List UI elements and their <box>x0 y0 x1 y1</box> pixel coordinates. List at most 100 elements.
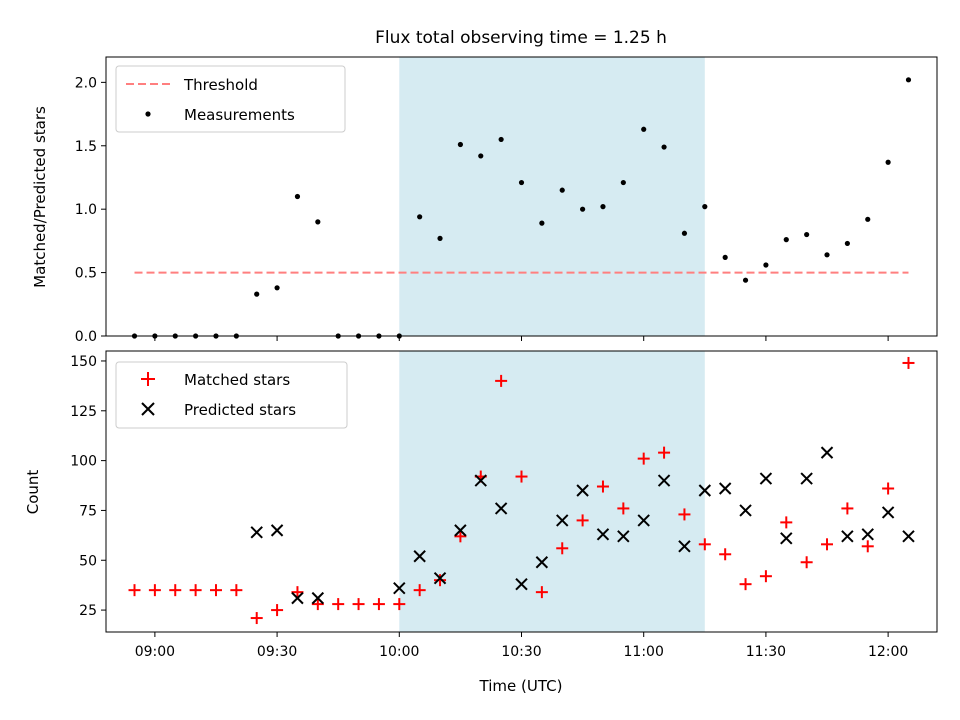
bottom-y-tick-label: 75 <box>79 503 97 519</box>
measurement-point <box>804 231 810 238</box>
matched-star-point <box>678 508 691 521</box>
predicted-star-point <box>698 484 712 497</box>
x-tick-label: 10:30 <box>501 644 541 660</box>
measurement-point <box>865 216 871 222</box>
matched-star-point <box>209 584 222 597</box>
predicted-star-point <box>637 514 650 527</box>
measurement-point <box>315 219 321 225</box>
measurement-point <box>580 206 586 212</box>
top-shaded-interval <box>399 57 705 336</box>
measurement-point <box>417 214 423 220</box>
matched-star-point <box>719 548 732 561</box>
predicted-star-point <box>596 528 610 541</box>
top-y-axis-label: Matched/Predicted stars <box>31 106 49 288</box>
legend-measurements-swatch <box>145 111 151 117</box>
measurement-point <box>824 252 830 258</box>
matched-star-point <box>515 470 528 483</box>
measurement-point <box>844 240 850 247</box>
legend-measurements-label: Measurements <box>184 106 295 124</box>
predicted-star-point <box>311 591 325 605</box>
measurement-point <box>254 291 260 297</box>
matched-star-point <box>596 480 609 493</box>
matched-star-point <box>637 452 650 465</box>
bottom-legend: Matched stars Predicted stars <box>115 361 348 429</box>
bottom-legend-box <box>115 361 348 429</box>
bottom-y-axis-label: Count <box>24 470 42 515</box>
measurement-point <box>742 277 749 283</box>
predicted-star-point <box>250 526 263 539</box>
predicted-star-point <box>556 514 569 527</box>
matched-star-point <box>352 598 365 611</box>
matched-star-point <box>576 514 589 527</box>
matched-star-point <box>250 612 263 625</box>
predicted-star-point <box>861 528 874 541</box>
x-tick-label: 12:00 <box>868 644 908 660</box>
predicted-star-point <box>902 530 915 543</box>
matched-star-point <box>800 556 813 569</box>
matched-star-point <box>128 584 141 597</box>
predicted-star-point <box>759 472 773 485</box>
predicted-star-point <box>780 532 793 545</box>
measurement-point <box>559 187 565 193</box>
predicted-star-point <box>291 591 304 605</box>
measurement-point <box>763 262 769 268</box>
matched-star-point <box>372 598 385 611</box>
bottom-shaded-interval <box>399 351 705 632</box>
matched-star-point <box>230 584 243 597</box>
matched-star-point <box>148 584 161 597</box>
measurement-point <box>661 144 667 150</box>
bottom-y-tick-label: 50 <box>79 553 97 569</box>
top-y-tick-label: 1.5 <box>75 139 97 155</box>
measurement-point <box>457 141 463 148</box>
predicted-star-point <box>841 530 854 543</box>
x-tick-label: 09:30 <box>257 644 297 660</box>
top-legend-box <box>115 65 346 133</box>
predicted-star-point <box>393 581 406 595</box>
top-y-tick-label: 0.0 <box>75 329 97 345</box>
measurement-point <box>518 179 525 186</box>
measurement-point <box>294 193 301 200</box>
measurement-point <box>885 159 891 165</box>
predicted-star-point <box>739 504 752 517</box>
matched-star-point <box>291 586 304 599</box>
chart-title: Flux total observing time = 1.25 h <box>375 28 667 48</box>
matched-star-point <box>189 584 202 597</box>
legend-predicted-label: Predicted stars <box>184 401 296 419</box>
matched-star-point <box>698 538 711 551</box>
matched-star-point <box>658 446 671 459</box>
predicted-star-point <box>454 524 467 537</box>
matched-star-point <box>780 516 793 529</box>
x-tick-label: 10:00 <box>379 644 419 660</box>
bottom-y-tick-label: 25 <box>79 603 97 619</box>
top-panel: 0.00.51.01.52.0 Matched/Predicted stars … <box>31 56 938 345</box>
measurement-point <box>600 204 606 210</box>
legend-predicted-swatch <box>141 402 155 416</box>
top-y-tick-label: 0.5 <box>75 266 97 282</box>
predicted-star-point <box>820 446 834 459</box>
matched-star-point <box>413 584 426 597</box>
matched-star-point <box>535 586 548 599</box>
matched-star-point <box>495 374 508 387</box>
legend-matched-label: Matched stars <box>184 371 290 389</box>
top-y-tick-label: 2.0 <box>75 75 97 91</box>
measurement-point <box>641 126 647 132</box>
matched-star-point <box>617 502 630 515</box>
x-axis-label: Time (UTC) <box>479 677 563 695</box>
matched-star-point <box>454 530 467 543</box>
measurement-point <box>539 220 545 226</box>
measurement-point <box>498 136 504 143</box>
matched-star-point <box>393 598 406 611</box>
predicted-star-point <box>413 550 426 563</box>
predicted-star-point <box>657 474 671 487</box>
bottom-y-tick-label: 125 <box>70 404 97 420</box>
top-legend: Threshold Measurements <box>115 65 346 133</box>
matched-star-point <box>169 584 182 597</box>
matched-star-point <box>332 598 345 611</box>
matched-star-point <box>841 502 854 515</box>
predicted-star-point <box>515 577 528 591</box>
matched-star-point <box>902 356 915 369</box>
matched-star-point <box>311 598 324 611</box>
measurement-point <box>274 285 280 291</box>
legend-matched-swatch <box>141 372 155 386</box>
measurement-point <box>478 153 484 159</box>
